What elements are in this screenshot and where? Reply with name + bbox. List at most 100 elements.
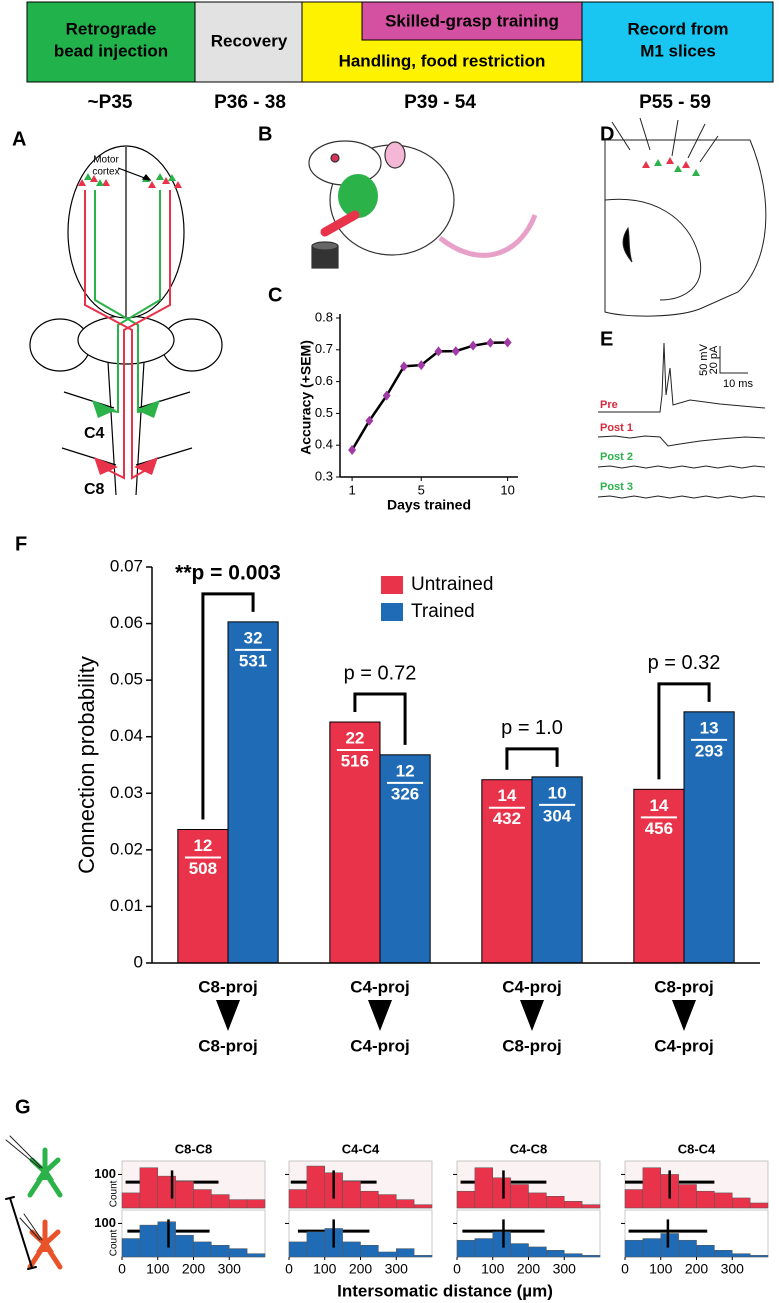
histogram-bar: [193, 1189, 212, 1209]
histogram-bar: [396, 1199, 415, 1209]
bar-numerator: 12: [396, 761, 415, 780]
trace-label: Pre: [600, 399, 618, 411]
stage-box: [581, 1, 774, 83]
y-tick-label: 0.02: [110, 839, 143, 858]
histogram-bar: [546, 1196, 565, 1209]
histogram-bar: [624, 1189, 644, 1209]
data-point: [503, 337, 512, 348]
age-label: P55 - 59: [639, 92, 711, 113]
pre-trace: [598, 342, 766, 413]
histogram-bar: [413, 1204, 433, 1209]
histogram-bar: [139, 1167, 158, 1209]
stage-label: Record from: [627, 19, 728, 38]
x-tick-label: 10: [500, 482, 514, 497]
histogram-bar: [306, 1231, 325, 1258]
histogram-bar: [413, 1255, 433, 1258]
histogram-bar: [714, 1250, 733, 1258]
slice-illustration: [604, 117, 767, 317]
histogram-bar: [342, 1180, 361, 1209]
histogram-bar: [678, 1184, 697, 1209]
x-tick-label: 100: [481, 1261, 505, 1277]
y-tick-label: 0.8: [315, 309, 333, 324]
y-tick-label: 0.5: [315, 405, 333, 420]
histogram-bar: [732, 1197, 751, 1209]
green-neuron: [27, 1147, 63, 1198]
x-axis-label: Days trained: [387, 497, 471, 513]
legend-label: Untrained: [411, 574, 493, 595]
x-tick-label: 200: [349, 1261, 373, 1277]
bar-denominator: 304: [543, 806, 572, 825]
stage-label: Recovery: [211, 31, 288, 50]
age-label: P39 - 54: [404, 92, 476, 113]
age-label: P36 - 38: [214, 92, 286, 113]
slice-inner: [604, 198, 702, 301]
x-tick-label: 200: [517, 1261, 541, 1277]
histogram-bar: [121, 1238, 141, 1258]
ear: [384, 141, 406, 169]
histogram-bar: [564, 1253, 583, 1258]
histogram-bar: [211, 1245, 230, 1258]
electrode: [5, 1135, 43, 1241]
projection-arrow: [368, 1000, 392, 1031]
tail: [438, 214, 538, 258]
y-tick-label: 0.07: [110, 556, 143, 575]
slice-outline: [604, 139, 767, 317]
panel-label: D: [600, 123, 614, 145]
x-tick-label: 300: [218, 1261, 242, 1277]
histogram-bar: [624, 1239, 644, 1258]
histogram-bar: [229, 1248, 248, 1258]
trace-label: Post 3: [600, 481, 633, 493]
x-tick-label: 300: [553, 1261, 577, 1277]
histogram-bar: [378, 1194, 397, 1209]
bar-numerator: 22: [345, 728, 364, 747]
panel-label: C: [268, 284, 282, 306]
arrowhead: [141, 174, 152, 181]
red-neuron: [27, 1219, 63, 1270]
significance-bracket: [657, 682, 711, 780]
x-tick-label: C8-proj: [654, 977, 714, 996]
green-soma: [36, 1166, 54, 1180]
data-point: [382, 390, 391, 401]
y-tick-label: 0.6: [315, 373, 333, 388]
y-tick-label: 0.01: [110, 896, 143, 915]
data-line: [351, 341, 508, 451]
rat-illustration: [308, 140, 538, 269]
histogram-bar: [456, 1239, 476, 1258]
histogram-bar: [749, 1202, 769, 1209]
x-tick-label: C4-proj: [350, 1036, 410, 1055]
age-label: ~P35: [88, 92, 133, 113]
segment-label: C8: [84, 481, 105, 498]
x-tick-label: C4-proj: [654, 1036, 714, 1055]
stage-label: bead injection: [54, 41, 168, 60]
y-tick-label: 100: [94, 1215, 116, 1230]
y-tick-label: 0.06: [110, 613, 143, 632]
scale-bar: [719, 346, 748, 374]
traces: [597, 342, 766, 499]
x-tick-label: 200: [182, 1261, 206, 1277]
histogram-bar: [528, 1192, 547, 1209]
x-tick-label: 100: [649, 1261, 673, 1277]
nerve-root: [61, 391, 193, 466]
bar: [177, 828, 229, 964]
bar: [633, 788, 685, 964]
p-value: p = 1.0: [501, 717, 563, 739]
red-soma: [36, 1238, 54, 1252]
bar-denominator: 326: [391, 784, 419, 803]
stage-label: M1 slices: [640, 41, 716, 60]
segment-label: C4: [84, 425, 105, 442]
histogram-bar: [246, 1253, 266, 1258]
cerebellum: [77, 315, 175, 365]
bar: [531, 776, 583, 964]
histogram-bar: [121, 1192, 141, 1209]
x-tick-label: 1: [348, 482, 355, 497]
histogram-bar: [510, 1243, 529, 1258]
stage-label: Handling, food restriction: [339, 51, 546, 70]
x-tick-label: C4-proj: [350, 977, 410, 996]
y-tick-label: 0.7: [315, 341, 333, 356]
p-value: p = 0.72: [344, 662, 417, 684]
bar-denominator: 531: [239, 651, 267, 670]
data-point: [434, 346, 443, 357]
legend-swatch: [381, 576, 403, 594]
x-tick-label: 5: [418, 482, 425, 497]
